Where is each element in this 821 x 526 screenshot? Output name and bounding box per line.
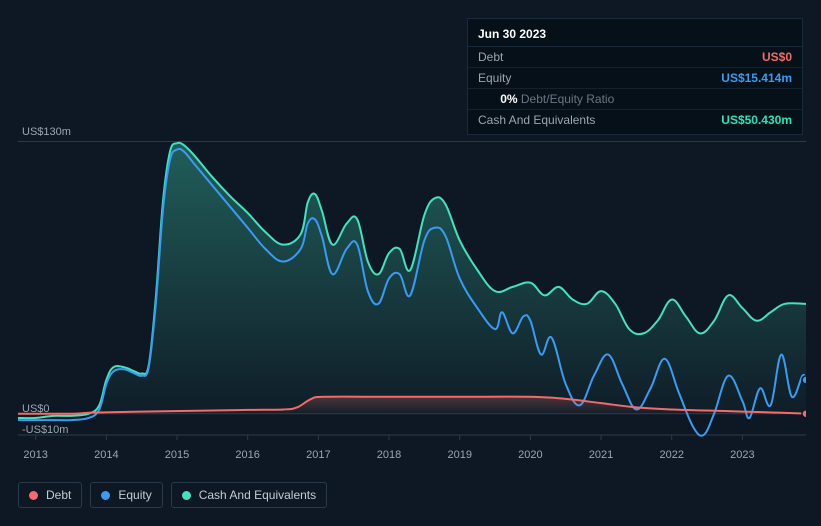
line-area-chart xyxy=(18,125,806,445)
chart-legend: Debt Equity Cash And Equivalents xyxy=(18,482,327,508)
legend-item-cash[interactable]: Cash And Equivalents xyxy=(171,482,327,508)
x-axis-tick-label: 2019 xyxy=(447,449,471,461)
tooltip-label: Equity xyxy=(478,71,511,85)
x-axis-tick-label: 2020 xyxy=(518,449,542,461)
tooltip-ratio-value: 0% xyxy=(500,92,517,106)
x-axis-tick-label: 2013 xyxy=(23,449,47,461)
tooltip-label: Debt xyxy=(478,50,503,64)
tooltip-date: Jun 30 2023 xyxy=(468,23,802,47)
tooltip-value: US$50.430m xyxy=(721,113,792,127)
x-axis-tick-label: 2017 xyxy=(306,449,330,461)
x-axis-tick-label: 2016 xyxy=(235,449,259,461)
legend-label: Cash And Equivalents xyxy=(199,488,316,502)
tooltip-label: Cash And Equivalents xyxy=(478,113,595,127)
legend-label: Equity xyxy=(118,488,151,502)
tooltip-row-cash: Cash And Equivalents US$50.430m xyxy=(468,110,802,130)
tooltip-row-ratio: 0% Debt/Equity Ratio xyxy=(468,89,802,110)
chart-tooltip: Jun 30 2023 Debt US$0 Equity US$15.414m … xyxy=(467,18,803,135)
chart-area xyxy=(18,125,806,445)
tooltip-row-debt: Debt US$0 xyxy=(468,47,802,68)
tooltip-value: US$0 xyxy=(762,50,792,64)
x-axis-tick-label: 2023 xyxy=(730,449,754,461)
tooltip-ratio-label: Debt/Equity Ratio xyxy=(521,92,614,106)
x-axis-labels: 2013 2014 2015 2016 2017 2018 2019 2020 2021 2022… xyxy=(18,449,806,465)
legend-item-debt[interactable]: Debt xyxy=(18,482,82,508)
x-axis-tick-label: 2021 xyxy=(589,449,613,461)
x-axis-tick-label: 2022 xyxy=(659,449,683,461)
x-axis-tick-label: 2014 xyxy=(94,449,118,461)
tooltip-value: US$15.414m xyxy=(721,71,792,85)
legend-dot-icon xyxy=(101,491,110,500)
legend-label: Debt xyxy=(46,488,71,502)
x-axis-tick-label: 2015 xyxy=(165,449,189,461)
legend-dot-icon xyxy=(29,491,38,500)
legend-item-equity[interactable]: Equity xyxy=(90,482,162,508)
legend-dot-icon xyxy=(182,491,191,500)
tooltip-row-equity: Equity US$15.414m xyxy=(468,68,802,89)
x-axis-tick-label: 2018 xyxy=(377,449,401,461)
